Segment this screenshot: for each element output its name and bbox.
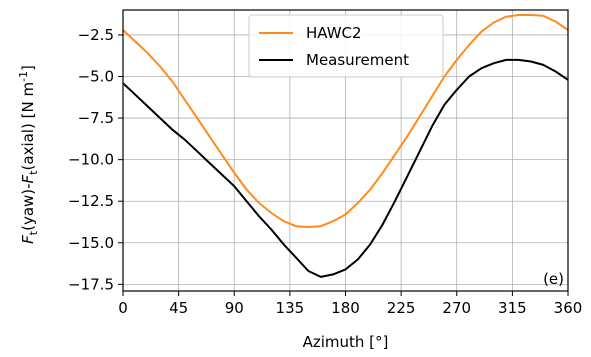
y-label-sub1: t [27,230,40,235]
x-tick-label: 180 [331,299,360,317]
y-tick-label: −12.5 [68,192,114,210]
x-tick-label: 360 [554,299,583,317]
y-tick-label: −5.0 [78,68,114,86]
x-axis: 0 45 90 135 180 225 270 315 360 [118,291,582,317]
y-tick-label: −15.0 [68,234,114,252]
legend-label-measurement: Measurement [306,51,409,69]
x-tick-label: 225 [387,299,416,317]
y-tick-label: −2.5 [78,26,114,44]
y-label-tail: (axial) [N m [19,82,37,171]
panel-label: (e) [543,270,564,288]
x-tick-label: 315 [498,299,527,317]
y-label-f1: F [19,235,37,244]
y-label-mid: (yaw)- [19,183,37,230]
series-line-measurement [122,58,569,278]
y-tick-label: −10.0 [68,151,114,169]
series-line-hawc2 [122,14,569,228]
y-label-close: ] [19,65,37,71]
x-tick-label: 135 [276,299,305,317]
y-axis-label: Ft(yaw)-Ft(axial) [N m-1] [17,65,40,244]
legend: HAWC2 Measurement [248,14,444,78]
y-tick-label: −7.5 [78,109,114,127]
y-axis: −2.5 −5.0 −7.5 −10.0 −12.5 −15.0 −17.5 [68,26,123,293]
series-lines [122,14,569,278]
x-tick-label: 45 [169,299,188,317]
x-tick-label: 0 [118,299,128,317]
y-label-f2: F [19,174,37,183]
legend-label-hawc2: HAWC2 [306,24,362,42]
y-label-sup: -1 [17,71,30,82]
y-label-sub2: t [27,170,40,175]
x-tick-label: 270 [442,299,471,317]
x-axis-label: Azimuth [°] [303,333,389,351]
x-tick-label: 90 [225,299,244,317]
legend-box [248,14,444,78]
y-tick-label: −17.5 [68,275,114,293]
